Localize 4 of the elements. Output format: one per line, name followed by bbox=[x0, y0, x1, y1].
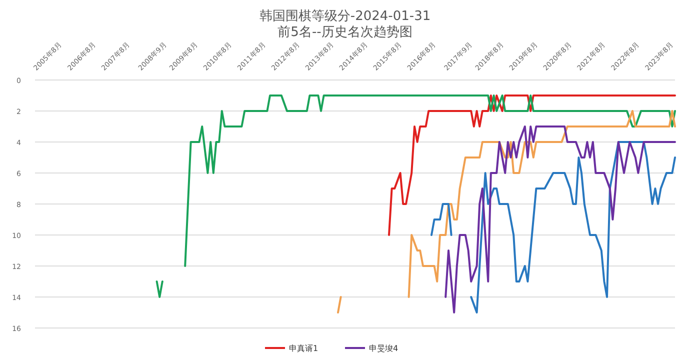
subtitle: 前5名--历史名次趋势图 bbox=[278, 25, 412, 40]
legend-label: 申旻埈4 bbox=[369, 344, 398, 353]
title: 韩国围棋等级分-2024-01-31 bbox=[259, 9, 431, 24]
legend-label: 申真谞1 bbox=[289, 344, 318, 353]
